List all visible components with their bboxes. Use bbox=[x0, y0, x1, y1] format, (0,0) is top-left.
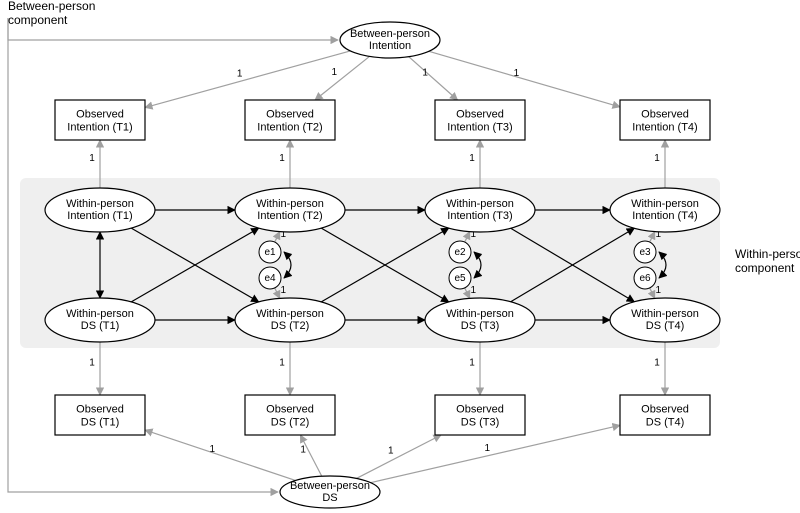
bp_ds: Between-personDS bbox=[280, 476, 380, 508]
svg-text:Within-person: Within-person bbox=[66, 308, 134, 320]
svg-text:Within-person: Within-person bbox=[631, 198, 699, 210]
svg-text:1: 1 bbox=[422, 67, 428, 78]
svg-text:Observed: Observed bbox=[456, 404, 504, 416]
svg-text:Observed: Observed bbox=[641, 109, 689, 121]
svg-text:Intention (T2): Intention (T2) bbox=[257, 210, 322, 222]
obs_ds_t4: ObservedDS (T4) bbox=[620, 395, 710, 435]
svg-text:1: 1 bbox=[280, 285, 286, 296]
svg-text:1: 1 bbox=[485, 443, 491, 454]
within-person-component-label: Within-person bbox=[735, 247, 800, 261]
svg-text:e1: e1 bbox=[264, 247, 276, 258]
svg-text:e4: e4 bbox=[264, 273, 276, 284]
svg-text:1: 1 bbox=[655, 285, 661, 296]
svg-text:e2: e2 bbox=[454, 247, 466, 258]
svg-text:Between-person: Between-person bbox=[290, 480, 370, 492]
svg-text:Within-person: Within-person bbox=[256, 198, 324, 210]
obs_int_t2: ObservedIntention (T2) bbox=[245, 100, 335, 140]
wp_ds_t2: Within-personDS (T2) bbox=[235, 298, 345, 342]
svg-text:DS (T3): DS (T3) bbox=[461, 417, 500, 429]
svg-text:1: 1 bbox=[654, 153, 660, 164]
svg-text:Observed: Observed bbox=[641, 404, 689, 416]
svg-text:1: 1 bbox=[209, 444, 215, 455]
svg-text:1: 1 bbox=[279, 358, 285, 369]
svg-text:Observed: Observed bbox=[266, 109, 314, 121]
svg-text:1: 1 bbox=[470, 285, 476, 296]
svg-text:Within-person: Within-person bbox=[256, 308, 324, 320]
svg-text:Observed: Observed bbox=[456, 109, 504, 121]
svg-text:e5: e5 bbox=[454, 273, 466, 284]
svg-text:DS (T4): DS (T4) bbox=[646, 320, 685, 332]
svg-text:Intention (T4): Intention (T4) bbox=[632, 122, 697, 134]
wp_ds_t1: Within-personDS (T1) bbox=[45, 298, 155, 342]
svg-text:1: 1 bbox=[654, 358, 660, 369]
obs_int_t1: ObservedIntention (T1) bbox=[55, 100, 145, 140]
svg-text:DS (T1): DS (T1) bbox=[81, 320, 120, 332]
svg-text:1: 1 bbox=[469, 358, 475, 369]
obs_int_t3: ObservedIntention (T3) bbox=[435, 100, 525, 140]
svg-text:Observed: Observed bbox=[266, 404, 314, 416]
svg-text:DS (T4): DS (T4) bbox=[646, 417, 685, 429]
svg-text:Intention: Intention bbox=[369, 40, 411, 52]
svg-text:Within-person: Within-person bbox=[66, 198, 134, 210]
e2: e2 bbox=[449, 241, 471, 263]
svg-text:1: 1 bbox=[514, 68, 520, 79]
svg-text:e6: e6 bbox=[639, 273, 651, 284]
svg-text:Intention (T2): Intention (T2) bbox=[257, 122, 322, 134]
svg-text:component: component bbox=[8, 13, 68, 27]
svg-text:Intention (T4): Intention (T4) bbox=[632, 210, 697, 222]
svg-text:1: 1 bbox=[300, 445, 306, 456]
svg-text:DS: DS bbox=[322, 492, 337, 504]
svg-text:Observed: Observed bbox=[76, 404, 124, 416]
svg-text:Within-person: Within-person bbox=[446, 198, 514, 210]
svg-text:Intention (T1): Intention (T1) bbox=[67, 122, 132, 134]
svg-text:DS (T1): DS (T1) bbox=[81, 417, 120, 429]
obs_ds_t1: ObservedDS (T1) bbox=[55, 395, 145, 435]
svg-text:1: 1 bbox=[331, 67, 337, 78]
e5: e5 bbox=[449, 267, 471, 289]
e3: e3 bbox=[634, 241, 656, 263]
bp_intention: Between-personIntention bbox=[340, 22, 440, 58]
svg-text:1: 1 bbox=[388, 446, 394, 457]
svg-text:component: component bbox=[735, 261, 795, 275]
svg-text:Intention (T3): Intention (T3) bbox=[447, 210, 512, 222]
wp_ds_t4: Within-personDS (T4) bbox=[610, 298, 720, 342]
svg-text:1: 1 bbox=[89, 358, 95, 369]
svg-text:e3: e3 bbox=[639, 247, 651, 258]
svg-text:1: 1 bbox=[237, 68, 243, 79]
svg-text:Observed: Observed bbox=[76, 109, 124, 121]
wp_int_t3: Within-personIntention (T3) bbox=[425, 188, 535, 232]
obs_ds_t2: ObservedDS (T2) bbox=[245, 395, 335, 435]
e4: e4 bbox=[259, 267, 281, 289]
svg-text:Within-person: Within-person bbox=[631, 308, 699, 320]
wp_int_t4: Within-personIntention (T4) bbox=[610, 188, 720, 232]
svg-text:Intention (T1): Intention (T1) bbox=[67, 210, 132, 222]
wp_ds_t3: Within-personDS (T3) bbox=[425, 298, 535, 342]
e1: e1 bbox=[259, 241, 281, 263]
obs_ds_t3: ObservedDS (T3) bbox=[435, 395, 525, 435]
svg-text:1: 1 bbox=[469, 153, 475, 164]
svg-text:DS (T2): DS (T2) bbox=[271, 320, 310, 332]
svg-text:DS (T3): DS (T3) bbox=[461, 320, 500, 332]
svg-text:Within-person: Within-person bbox=[446, 308, 514, 320]
obs_int_t4: ObservedIntention (T4) bbox=[620, 100, 710, 140]
svg-text:Between-person: Between-person bbox=[350, 28, 430, 40]
wp_int_t2: Within-personIntention (T2) bbox=[235, 188, 345, 232]
svg-text:1: 1 bbox=[89, 153, 95, 164]
svg-text:DS (T2): DS (T2) bbox=[271, 417, 310, 429]
wp_int_t1: Within-personIntention (T1) bbox=[45, 188, 155, 232]
riclpm-diagram: Between-personcomponentWithin-personcomp… bbox=[0, 0, 800, 513]
svg-text:Intention (T3): Intention (T3) bbox=[447, 122, 512, 134]
between-person-component-label: Between-person bbox=[8, 0, 95, 13]
e6: e6 bbox=[634, 267, 656, 289]
svg-text:1: 1 bbox=[279, 153, 285, 164]
